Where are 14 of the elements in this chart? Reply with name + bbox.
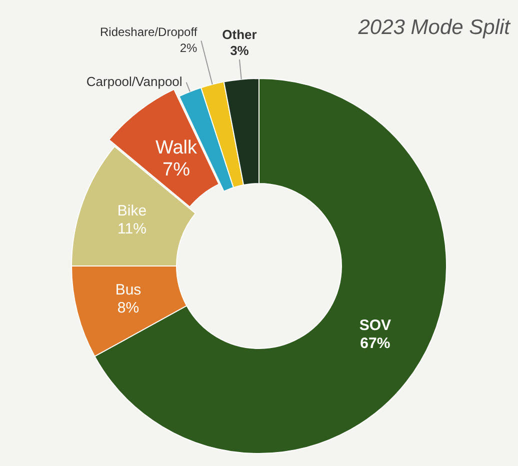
data-label: 3% — [230, 43, 250, 58]
slice-label: Bus — [115, 282, 142, 299]
slice-label: SOV — [359, 316, 392, 334]
data-label: 2% — [180, 41, 198, 56]
data-label: 67% — [360, 334, 390, 352]
data-label: 11% — [118, 220, 146, 238]
data-label: 8% — [117, 300, 140, 317]
slice-label: Walk — [155, 138, 198, 159]
slice-label: Rideshare/Dropoff — [100, 25, 198, 40]
slice-label: Other — [222, 27, 257, 42]
chart-title: 2023 Mode Split — [358, 16, 510, 40]
slice-label: Bike — [117, 202, 147, 220]
data-label: 7% — [162, 160, 190, 181]
slice-label: Carpool/Vanpool — [86, 74, 182, 89]
